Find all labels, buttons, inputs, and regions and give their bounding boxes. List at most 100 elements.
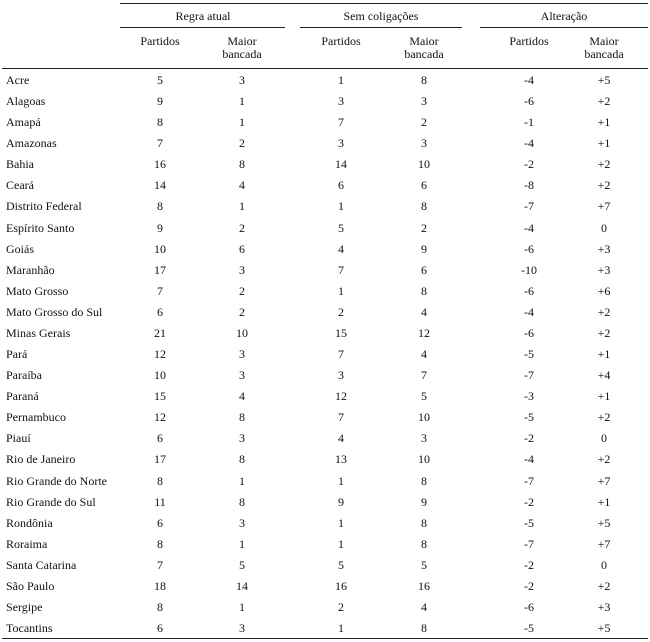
cell: 10: [418, 410, 430, 425]
cell: -6: [524, 283, 534, 298]
column-header: Maior bancada: [222, 34, 262, 61]
row-label: Amapá: [6, 115, 41, 130]
cell: 3: [239, 515, 245, 530]
cell: 10: [418, 452, 430, 467]
cell: 8: [239, 410, 245, 425]
column-header: Maior bancada: [404, 34, 444, 61]
cell: 8: [239, 494, 245, 509]
rule: [480, 27, 648, 28]
row-label: Tocantins: [6, 621, 53, 636]
column-header: Partidos: [140, 34, 180, 48]
cell: -5: [524, 410, 534, 425]
cell: -10: [521, 262, 537, 277]
row-label: Amazonas: [6, 136, 57, 151]
cell: 9: [421, 494, 427, 509]
cell: 7: [157, 557, 163, 572]
cell: 8: [157, 199, 163, 214]
row-label: Pará: [6, 347, 28, 362]
cell: +7: [597, 536, 611, 551]
cell: +2: [597, 178, 611, 193]
row-label: Rio de Janeiro: [6, 452, 76, 467]
cell: 7: [338, 347, 344, 362]
cell: 8: [421, 515, 427, 530]
cell: 4: [239, 178, 245, 193]
cell: 17: [154, 452, 166, 467]
cell: 4: [421, 600, 427, 614]
cell: 6: [157, 515, 163, 530]
cell: 18: [154, 578, 166, 593]
cell: -7: [524, 199, 534, 214]
column-header: Partidos: [509, 34, 549, 48]
cell: 9: [157, 220, 163, 235]
cell: +2: [597, 157, 611, 172]
cell: -4: [524, 220, 534, 235]
cell: 6: [157, 621, 163, 636]
cell: 2: [239, 304, 245, 319]
cell: -6: [524, 600, 534, 614]
cell: 10: [154, 368, 166, 383]
cell: 4: [338, 431, 344, 446]
cell: 2: [239, 136, 245, 151]
cell: 5: [239, 557, 245, 572]
cell: 16: [418, 578, 430, 593]
cell: 1: [239, 600, 245, 614]
cell: +2: [597, 452, 611, 467]
row-label: Goiás: [6, 241, 34, 256]
row-label: Paraíba: [6, 368, 42, 383]
cell: 5: [421, 557, 427, 572]
cell: +3: [597, 600, 611, 614]
cell: 17: [154, 262, 166, 277]
cell: -8: [524, 178, 534, 193]
cell: -5: [524, 515, 534, 530]
cell: +5: [597, 515, 611, 530]
cell: +2: [597, 94, 611, 109]
cell: 12: [154, 347, 166, 362]
cell: 3: [338, 94, 344, 109]
cell: -2: [524, 157, 534, 172]
cell: 13: [335, 452, 347, 467]
cell: -2: [524, 431, 534, 446]
cell: 15: [154, 389, 166, 404]
cell: 7: [157, 136, 163, 151]
row-label: Mato Grosso: [6, 283, 69, 298]
cell: +4: [597, 368, 611, 383]
column-header: Maior bancada: [584, 34, 624, 61]
cell: -7: [524, 536, 534, 551]
row-label: Rondônia: [6, 515, 53, 530]
cell: 2: [421, 115, 427, 130]
cell: 1: [338, 199, 344, 214]
cell: 2: [239, 220, 245, 235]
row-label: Minas Gerais: [6, 325, 71, 340]
cell: 1: [239, 536, 245, 551]
cell: 8: [239, 452, 245, 467]
row-label: Sergipe: [6, 600, 43, 614]
cell: 5: [421, 389, 427, 404]
cell: 16: [335, 578, 347, 593]
row-label: Rio Grande do Sul: [6, 494, 96, 509]
row-label: Piauí: [6, 431, 31, 446]
cell: 16: [154, 157, 166, 172]
cell: 6: [421, 178, 427, 193]
cell: 10: [154, 241, 166, 256]
cell: 12: [335, 389, 347, 404]
cell: 3: [239, 262, 245, 277]
cell: 8: [421, 473, 427, 488]
cell: +7: [597, 199, 611, 214]
cell: 3: [338, 368, 344, 383]
cell: +2: [597, 325, 611, 340]
cell: 1: [338, 283, 344, 298]
cell: 6: [157, 431, 163, 446]
row-label: Maranhão: [6, 262, 55, 277]
cell: +1: [597, 136, 611, 151]
cell: 1: [239, 199, 245, 214]
cell: 11: [154, 494, 166, 509]
cell: 15: [335, 325, 347, 340]
cell: -6: [524, 325, 534, 340]
cell: 3: [421, 431, 427, 446]
cell: 8: [421, 621, 427, 636]
cell: 7: [338, 410, 344, 425]
cell: 8: [421, 199, 427, 214]
cell: 3: [239, 368, 245, 383]
cell: 1: [239, 94, 245, 109]
